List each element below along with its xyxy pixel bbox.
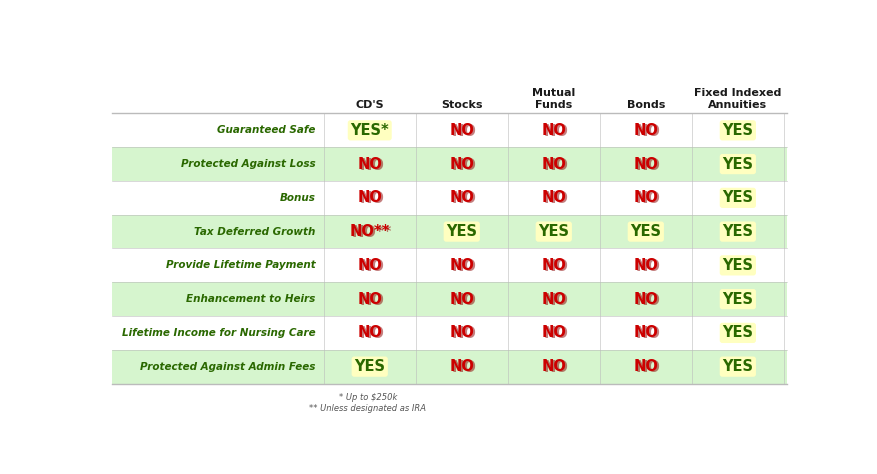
- Text: YES: YES: [723, 123, 753, 138]
- Text: NO: NO: [452, 191, 476, 207]
- FancyBboxPatch shape: [111, 215, 788, 248]
- Text: NO: NO: [544, 327, 568, 341]
- Text: NO: NO: [449, 123, 474, 138]
- Text: YES: YES: [723, 292, 753, 307]
- Text: YES: YES: [723, 325, 753, 340]
- Text: YES: YES: [538, 224, 569, 239]
- Text: NO: NO: [633, 359, 659, 374]
- Text: NO: NO: [452, 124, 476, 139]
- Text: NO: NO: [544, 124, 568, 139]
- Text: YES: YES: [723, 156, 753, 172]
- Text: NO: NO: [541, 359, 567, 374]
- Text: NO: NO: [449, 292, 474, 307]
- Text: NO: NO: [357, 292, 382, 307]
- Text: NO: NO: [452, 360, 476, 375]
- Text: Fixed Indexed
Annuities: Fixed Indexed Annuities: [695, 88, 781, 110]
- Text: NO: NO: [360, 191, 384, 207]
- Text: Stocks: Stocks: [441, 100, 482, 110]
- Text: NO: NO: [452, 327, 476, 341]
- FancyBboxPatch shape: [111, 181, 788, 215]
- Text: * Up to $250k: * Up to $250k: [339, 393, 397, 402]
- Text: NO: NO: [360, 293, 384, 308]
- Text: NO: NO: [541, 191, 567, 205]
- Text: NO: NO: [449, 156, 474, 172]
- FancyBboxPatch shape: [111, 316, 788, 350]
- Text: ** Unless designated as IRA: ** Unless designated as IRA: [310, 404, 426, 413]
- Text: NO: NO: [452, 259, 476, 274]
- Text: Enhancement to Heirs: Enhancement to Heirs: [186, 294, 316, 304]
- Text: NO: NO: [544, 293, 568, 308]
- Text: Provide Lifetime Payment: Provide Lifetime Payment: [166, 260, 316, 270]
- Text: NO: NO: [541, 123, 567, 138]
- FancyBboxPatch shape: [111, 350, 788, 383]
- FancyBboxPatch shape: [111, 282, 788, 316]
- Text: NO: NO: [636, 293, 660, 308]
- Text: NO: NO: [633, 156, 659, 172]
- Text: NO: NO: [544, 259, 568, 274]
- Text: YES: YES: [723, 224, 753, 239]
- Text: NO: NO: [452, 158, 476, 173]
- Text: NO: NO: [636, 327, 660, 341]
- Text: Protected Against Admin Fees: Protected Against Admin Fees: [140, 362, 316, 372]
- Text: Protected Against Loss: Protected Against Loss: [181, 159, 316, 169]
- Text: NO: NO: [541, 258, 567, 273]
- Text: NO: NO: [541, 156, 567, 172]
- Text: NO: NO: [544, 191, 568, 207]
- Text: NO: NO: [357, 325, 382, 340]
- Text: Tax Deferred Growth: Tax Deferred Growth: [194, 227, 316, 237]
- Text: YES: YES: [354, 359, 385, 374]
- Text: YES: YES: [723, 359, 753, 374]
- Text: NO: NO: [360, 259, 384, 274]
- Text: NO: NO: [636, 259, 660, 274]
- Text: YES: YES: [631, 224, 661, 239]
- Text: YES*: YES*: [351, 123, 389, 138]
- Text: NO: NO: [452, 293, 476, 308]
- Text: NO: NO: [449, 359, 474, 374]
- FancyBboxPatch shape: [111, 248, 788, 282]
- Text: NO: NO: [360, 158, 384, 173]
- FancyBboxPatch shape: [111, 113, 788, 147]
- Text: NO: NO: [357, 258, 382, 273]
- Text: YES: YES: [446, 224, 477, 239]
- Text: NO: NO: [633, 258, 659, 273]
- FancyBboxPatch shape: [111, 147, 788, 181]
- Text: CD'S: CD'S: [355, 100, 384, 110]
- Text: NO: NO: [357, 156, 382, 172]
- Text: NO**: NO**: [350, 224, 390, 239]
- Text: NO: NO: [636, 124, 660, 139]
- Text: NO: NO: [636, 191, 660, 207]
- Text: YES: YES: [723, 191, 753, 205]
- Text: NO**: NO**: [352, 225, 392, 240]
- Text: Bonds: Bonds: [627, 100, 665, 110]
- Text: NO: NO: [636, 360, 660, 375]
- Text: NO: NO: [544, 360, 568, 375]
- Text: NO: NO: [633, 325, 659, 340]
- Text: NO: NO: [360, 327, 384, 341]
- Text: NO: NO: [541, 292, 567, 307]
- Text: Mutual
Funds: Mutual Funds: [532, 88, 575, 110]
- Text: NO: NO: [541, 325, 567, 340]
- Text: NO: NO: [449, 191, 474, 205]
- Text: NO: NO: [633, 191, 659, 205]
- Text: NO: NO: [636, 158, 660, 173]
- Text: NO: NO: [449, 258, 474, 273]
- Text: NO: NO: [633, 292, 659, 307]
- Text: Bonus: Bonus: [280, 193, 316, 203]
- Text: NO: NO: [544, 158, 568, 173]
- Text: NO: NO: [449, 325, 474, 340]
- Text: Guaranteed Safe: Guaranteed Safe: [217, 125, 316, 136]
- Text: NO: NO: [633, 123, 659, 138]
- Text: NO: NO: [357, 191, 382, 205]
- Text: YES: YES: [723, 258, 753, 273]
- Text: Lifetime Income for Nursing Care: Lifetime Income for Nursing Care: [122, 328, 316, 338]
